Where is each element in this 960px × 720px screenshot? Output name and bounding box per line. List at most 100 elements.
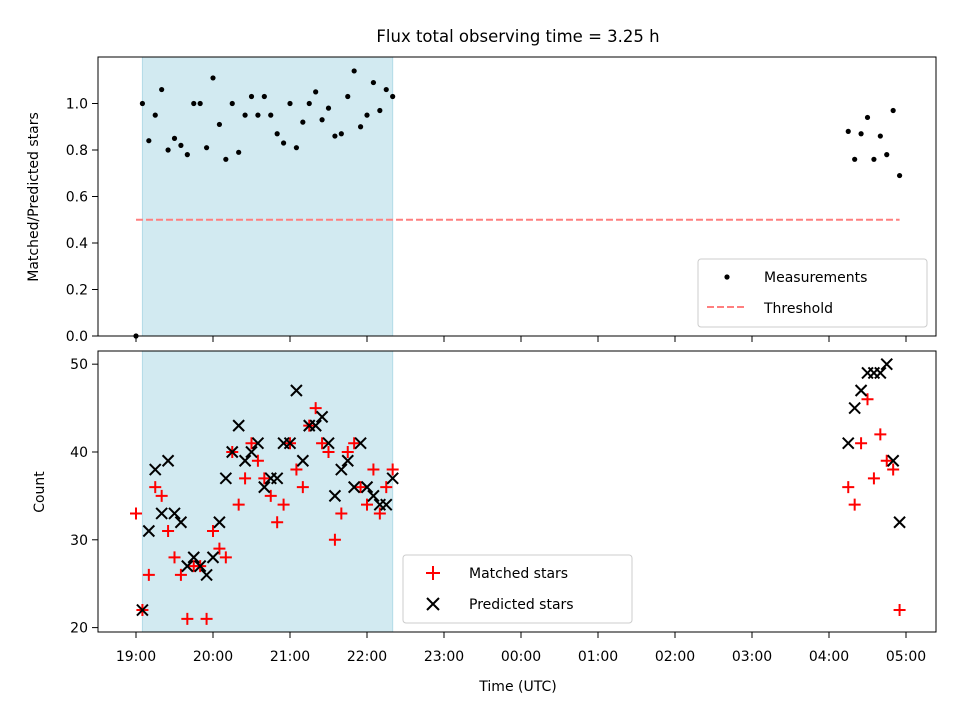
x-tick-label: 19:00 [116,649,156,665]
measurement-point [236,149,242,155]
predicted-star-point [880,357,893,371]
measurement-point [877,133,883,139]
matched-star-point [309,402,322,415]
bottom-y-tick-label: 50 [70,357,88,373]
matched-star-point [181,612,194,625]
measurement-point [319,117,325,123]
top-marks [133,68,903,339]
predicted-star-point [854,384,868,397]
measurement-point [287,100,293,107]
matched-star-point [271,516,284,529]
matched-star-point [207,525,219,538]
matched-star-point [322,445,335,458]
measurement-point [357,124,364,130]
predicted-star-point [181,559,194,573]
top-x-ticks [135,336,907,342]
matched-star-point [348,437,361,450]
top-y-ticks: 0.0 0.2 0.4 0.6 0.8 1.0 [66,97,98,345]
measurement-point [896,172,903,179]
measurement-point [146,138,152,144]
predicted-star-point [335,463,348,476]
predicted-star-point [219,472,233,485]
predicted-star-point [232,419,245,432]
predicted-star-point [328,489,342,503]
measurement-point [390,93,396,100]
predicted-star-point [354,436,367,450]
matched-star-point [142,568,155,581]
matched-star-point [373,507,386,520]
matched-star-point [893,604,906,617]
legend-predicted-marker [426,597,440,611]
matched-star-point [162,525,175,538]
predicted-star-point [245,445,258,459]
measurement-point [852,156,858,162]
measurement-point [890,107,896,114]
measurement-point [306,100,312,107]
measurement-point [268,112,274,118]
bottom-y-axis-label: Count [32,471,48,513]
matched-star-point [880,454,893,467]
top-y-tick-label: 0.4 [66,236,88,252]
bottom-panel: 20 30 40 50 19:00 20:00 21:00 22:00 23:00 00:00 0… [32,350,937,695]
matched-star-point [130,507,142,520]
x-tick-label: 00:00 [501,649,541,665]
bottom-axes-frame [97,350,937,633]
measurement-point [313,89,319,95]
predicted-star-point [296,454,310,467]
bottom-y-tick-label: 20 [70,621,88,637]
measurement-point [325,105,332,111]
matched-star-point [296,481,309,494]
legend-matched-marker [426,566,440,580]
matched-star-point [174,568,187,581]
predicted-star-point [174,516,188,529]
matched-star-point [867,472,880,485]
measurement-point [345,93,351,100]
bottom-marks [130,357,906,625]
predicted-star-point [315,410,329,424]
measurement-point [383,86,389,93]
measurement-point [332,133,338,139]
predicted-star-point [347,480,361,494]
measurement-point [210,75,216,81]
x-tick-label: 21:00 [270,649,310,665]
top-y-tick-label: 1.0 [66,97,88,113]
predicted-star-point [848,401,861,415]
top-legend-box [697,258,928,328]
predicted-star-point [380,498,393,511]
matched-star-point [155,489,168,502]
measurement-point [280,140,287,146]
matched-star-point [887,463,900,476]
matched-star-point [290,463,303,476]
x-tick-label: 05:00 [886,649,926,665]
predicted-star-point [213,516,226,529]
x-tick-label: 03:00 [732,649,772,665]
measurement-point [203,145,210,151]
measurement-point [197,100,203,107]
predicted-star-point [155,507,168,520]
top-y-tick-label: 0.8 [66,143,88,159]
predicted-star-point [874,366,887,380]
measurement-point [370,79,377,86]
predicted-star-point [386,472,399,485]
measurement-point [165,147,171,153]
top-y-axis-label: Matched/Predicted stars [26,112,42,282]
legend-measurements-label: Measurements [764,270,867,286]
bottom-y-tick-label: 40 [70,445,88,461]
measurement-point [845,128,851,134]
measurement-point [159,86,165,93]
x-tick-label: 02:00 [655,649,695,665]
legend-predicted-label: Predicted stars [469,597,574,613]
predicted-star-point [200,568,213,582]
matched-star-point [361,498,373,511]
measurement-point [255,112,261,118]
top-legend: Measurements Threshold [697,258,928,328]
matched-star-point [855,437,868,450]
measurement-point [248,93,255,100]
predicted-star-point [136,603,149,617]
matched-star-point [213,542,226,555]
bottom-x-ticks: 19:00 20:00 21:00 22:00 23:00 00:00 01:00 02:00… [116,632,926,665]
predicted-star-point [309,419,322,432]
top-shade-region [141,56,394,337]
x-axis-label: Time (UTC) [478,679,556,695]
